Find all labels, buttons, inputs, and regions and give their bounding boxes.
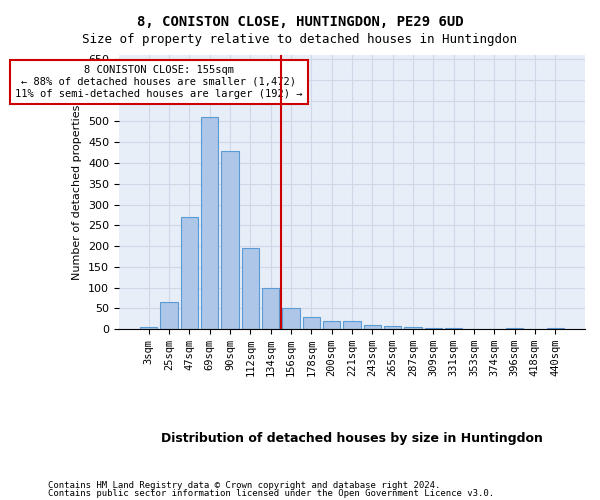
Bar: [181, 217, 198, 329]
Bar: [242, 248, 259, 329]
Bar: [201, 118, 218, 329]
Bar: [425, 328, 442, 329]
Bar: [404, 327, 422, 329]
Bar: [364, 325, 381, 329]
Bar: [262, 288, 279, 329]
Bar: [283, 308, 299, 329]
Bar: [302, 317, 320, 329]
Text: Size of property relative to detached houses in Huntingdon: Size of property relative to detached ho…: [83, 32, 517, 46]
Bar: [140, 327, 157, 329]
Text: 8, CONISTON CLOSE, HUNTINGDON, PE29 6UD: 8, CONISTON CLOSE, HUNTINGDON, PE29 6UD: [137, 15, 463, 29]
Bar: [160, 302, 178, 329]
Bar: [506, 328, 523, 329]
Text: Contains public sector information licensed under the Open Government Licence v3: Contains public sector information licen…: [48, 488, 494, 498]
X-axis label: Distribution of detached houses by size in Huntingdon: Distribution of detached houses by size …: [161, 432, 543, 445]
Y-axis label: Number of detached properties: Number of detached properties: [73, 104, 82, 280]
Text: 8 CONISTON CLOSE: 155sqm
← 88% of detached houses are smaller (1,472)
11% of sem: 8 CONISTON CLOSE: 155sqm ← 88% of detach…: [15, 66, 302, 98]
Bar: [384, 326, 401, 329]
Bar: [445, 328, 462, 329]
Bar: [221, 150, 239, 329]
Bar: [323, 321, 340, 329]
Bar: [547, 328, 564, 329]
Bar: [343, 321, 361, 329]
Text: Contains HM Land Registry data © Crown copyright and database right 2024.: Contains HM Land Registry data © Crown c…: [48, 481, 440, 490]
